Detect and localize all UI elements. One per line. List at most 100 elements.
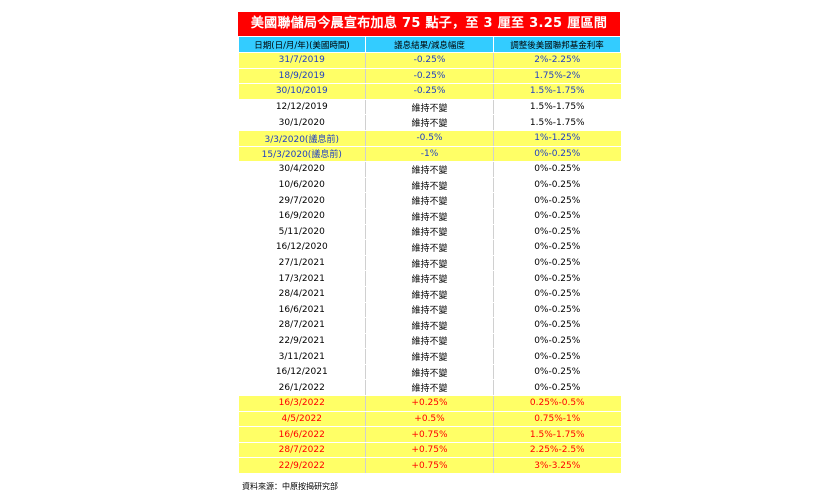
row-result: +0.75% bbox=[365, 457, 494, 475]
row-result: 維持不變 bbox=[365, 161, 494, 178]
row-date: 17/3/2021 bbox=[238, 270, 366, 287]
row-rate: 0%-0.25% bbox=[493, 224, 621, 241]
header-result: 議息結果/減息幅度 bbox=[365, 36, 494, 53]
row-result: +0.25% bbox=[365, 395, 494, 412]
row-date: 16/3/2022 bbox=[238, 395, 366, 412]
row-rate: 0%-0.25% bbox=[493, 208, 621, 225]
row-rate: 1.5%-1.75% bbox=[493, 426, 621, 443]
source-note: 資料來源：中原按揭研究部 bbox=[242, 482, 338, 491]
row-result: +0.5% bbox=[365, 411, 494, 428]
row-result: 維持不變 bbox=[365, 224, 494, 241]
table-row: 3/3/2020(議息前) -0.5% 1%-1.25% bbox=[238, 130, 621, 147]
row-rate: 0%-0.25% bbox=[493, 379, 621, 397]
row-result: 維持不變 bbox=[365, 317, 494, 334]
row-rate: 0%-0.25% bbox=[493, 161, 621, 178]
row-rate: 0%-0.25% bbox=[493, 364, 621, 381]
row-result: 維持不變 bbox=[365, 114, 494, 131]
table-row: 17/3/2021 維持不變 0%-0.25% bbox=[238, 270, 621, 287]
table-row: 15/3/2020(議息前) -1% 0%-0.25% bbox=[238, 146, 621, 163]
row-rate: 0%-0.25% bbox=[493, 146, 621, 163]
table-row: 26/1/2022 維持不變 0%-0.25% bbox=[238, 379, 621, 397]
row-date: 31/7/2019 bbox=[238, 52, 366, 69]
row-rate: 0%-0.25% bbox=[493, 302, 621, 319]
row-result: 維持不變 bbox=[365, 379, 494, 397]
row-result: -0.25% bbox=[365, 68, 494, 85]
table-row: 16/9/2020 維持不變 0%-0.25% bbox=[238, 208, 621, 225]
row-rate: 0%-0.25% bbox=[493, 286, 621, 303]
row-rate: 0%-0.25% bbox=[493, 255, 621, 272]
row-rate: 0%-0.25% bbox=[493, 239, 621, 256]
row-date: 16/6/2022 bbox=[238, 426, 366, 443]
table-row: 30/4/2020 維持不變 0%-0.25% bbox=[238, 161, 621, 178]
table-row: 3/11/2021 維持不變 0%-0.25% bbox=[238, 348, 621, 365]
table-row: 16/12/2020 維持不變 0%-0.25% bbox=[238, 239, 621, 256]
row-date: 5/11/2020 bbox=[238, 224, 366, 241]
row-date: 16/9/2020 bbox=[238, 208, 366, 225]
row-date: 16/6/2021 bbox=[238, 302, 366, 319]
row-date: 15/3/2020(議息前) bbox=[238, 146, 366, 163]
row-result: 維持不變 bbox=[365, 177, 494, 194]
table-row: 4/5/2022 +0.5% 0.75%-1% bbox=[238, 411, 621, 428]
row-result: 維持不變 bbox=[365, 302, 494, 319]
row-rate: 0.25%-0.5% bbox=[493, 395, 621, 412]
row-result: 維持不變 bbox=[365, 333, 494, 350]
row-result: -1% bbox=[365, 146, 494, 163]
row-rate: 1.75%-2% bbox=[493, 68, 621, 85]
row-result: +0.75% bbox=[365, 442, 494, 459]
table-body: 31/7/2019 -0.25% 2%-2.25% 18/9/2019 -0.25% 1.… bbox=[238, 52, 621, 475]
table-header-row: 日期(日/月/年)(美國時間) 議息結果/減息幅度 調整後美國聯邦基金利率 bbox=[238, 36, 621, 53]
row-rate: 2%-2.25% bbox=[493, 52, 621, 69]
table-title: 美國聯儲局今晨宣布加息 75 點子，至 3 厘至 3.25 厘區間 bbox=[238, 12, 620, 36]
row-date: 16/12/2020 bbox=[238, 239, 366, 256]
table-row: 31/7/2019 -0.25% 2%-2.25% bbox=[238, 52, 621, 69]
row-result: 維持不變 bbox=[365, 270, 494, 287]
rate-table-panel: 美國聯儲局今晨宣布加息 75 點子，至 3 厘至 3.25 厘區間 日期(日/月… bbox=[238, 12, 621, 475]
table-row: 18/9/2019 -0.25% 1.75%-2% bbox=[238, 68, 621, 85]
row-date: 22/9/2021 bbox=[238, 333, 366, 350]
table-row: 16/3/2022 +0.25% 0.25%-0.5% bbox=[238, 395, 621, 412]
row-result: 維持不變 bbox=[365, 286, 494, 303]
table-row: 16/12/2021 維持不變 0%-0.25% bbox=[238, 364, 621, 381]
row-result: 維持不變 bbox=[365, 348, 494, 365]
row-date: 16/12/2021 bbox=[238, 364, 366, 381]
table-row: 28/4/2021 維持不變 0%-0.25% bbox=[238, 286, 621, 303]
table-row: 10/6/2020 維持不變 0%-0.25% bbox=[238, 177, 621, 194]
row-date: 30/1/2020 bbox=[238, 114, 366, 131]
row-date: 27/1/2021 bbox=[238, 255, 366, 272]
row-date: 29/7/2020 bbox=[238, 192, 366, 209]
row-rate: 0.75%-1% bbox=[493, 411, 621, 428]
row-date: 3/3/2020(議息前) bbox=[238, 130, 366, 147]
row-result: -0.25% bbox=[365, 52, 494, 69]
table-row: 27/1/2021 維持不變 0%-0.25% bbox=[238, 255, 621, 272]
row-rate: 0%-0.25% bbox=[493, 317, 621, 334]
row-date: 12/12/2019 bbox=[238, 99, 366, 116]
row-rate: 1.5%-1.75% bbox=[493, 99, 621, 116]
row-rate: 1%-1.25% bbox=[493, 130, 621, 147]
row-rate: 0%-0.25% bbox=[493, 270, 621, 287]
row-result: 維持不變 bbox=[365, 99, 494, 116]
table-row: 16/6/2021 維持不變 0%-0.25% bbox=[238, 302, 621, 319]
table-row: 30/10/2019 -0.25% 1.5%-1.75% bbox=[238, 83, 621, 100]
row-date: 28/4/2021 bbox=[238, 286, 366, 303]
table-row: 28/7/2022 +0.75% 2.25%-2.5% bbox=[238, 442, 621, 459]
table-row: 16/6/2022 +0.75% 1.5%-1.75% bbox=[238, 426, 621, 443]
row-result: +0.75% bbox=[365, 426, 494, 443]
row-date: 4/5/2022 bbox=[238, 411, 366, 428]
header-rate: 調整後美國聯邦基金利率 bbox=[493, 36, 621, 53]
row-date: 26/1/2022 bbox=[238, 379, 366, 397]
row-result: 維持不變 bbox=[365, 255, 494, 272]
row-rate: 0%-0.25% bbox=[493, 192, 621, 209]
row-date: 30/4/2020 bbox=[238, 161, 366, 178]
table-row: 5/11/2020 維持不變 0%-0.25% bbox=[238, 224, 621, 241]
row-result: 維持不變 bbox=[365, 364, 494, 381]
table-row: 30/1/2020 維持不變 1.5%-1.75% bbox=[238, 114, 621, 131]
row-date: 22/9/2022 bbox=[238, 457, 366, 475]
row-date: 28/7/2021 bbox=[238, 317, 366, 334]
row-date: 30/10/2019 bbox=[238, 83, 366, 100]
row-result: 維持不變 bbox=[365, 192, 494, 209]
row-date: 18/9/2019 bbox=[238, 68, 366, 85]
row-rate: 0%-0.25% bbox=[493, 348, 621, 365]
table-row: 28/7/2021 維持不變 0%-0.25% bbox=[238, 317, 621, 334]
row-rate: 0%-0.25% bbox=[493, 177, 621, 194]
row-date: 3/11/2021 bbox=[238, 348, 366, 365]
